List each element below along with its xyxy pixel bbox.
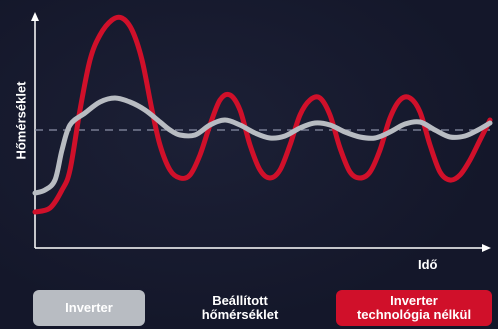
axes [31, 12, 491, 252]
legend-setpoint-line2: hőmérséklet [201, 307, 279, 322]
series-no-inverter-line [32, 14, 493, 215]
legend-no-inverter-line2: technológia nélkül [356, 307, 472, 322]
y-axis-label: Hőmérséklet [8, 40, 34, 200]
legend-no-inverter: Inverter technológia nélkül [336, 290, 492, 326]
legend-inverter: Inverter [33, 290, 145, 326]
x-axis-arrow [482, 244, 491, 252]
legend-inverter-label: Inverter [65, 300, 113, 315]
legend-setpoint: Beállított hőmérséklet [178, 290, 302, 326]
legend-no-inverter-line1: Inverter [390, 293, 438, 308]
y-axis-label-text: Hőmérséklet [13, 80, 29, 160]
series-layer [32, 14, 493, 215]
legend-setpoint-line1: Beállított [212, 293, 268, 308]
y-axis-arrow [31, 12, 39, 21]
series-inverter-line [32, 95, 493, 196]
x-axis-label: Idő [418, 257, 438, 272]
